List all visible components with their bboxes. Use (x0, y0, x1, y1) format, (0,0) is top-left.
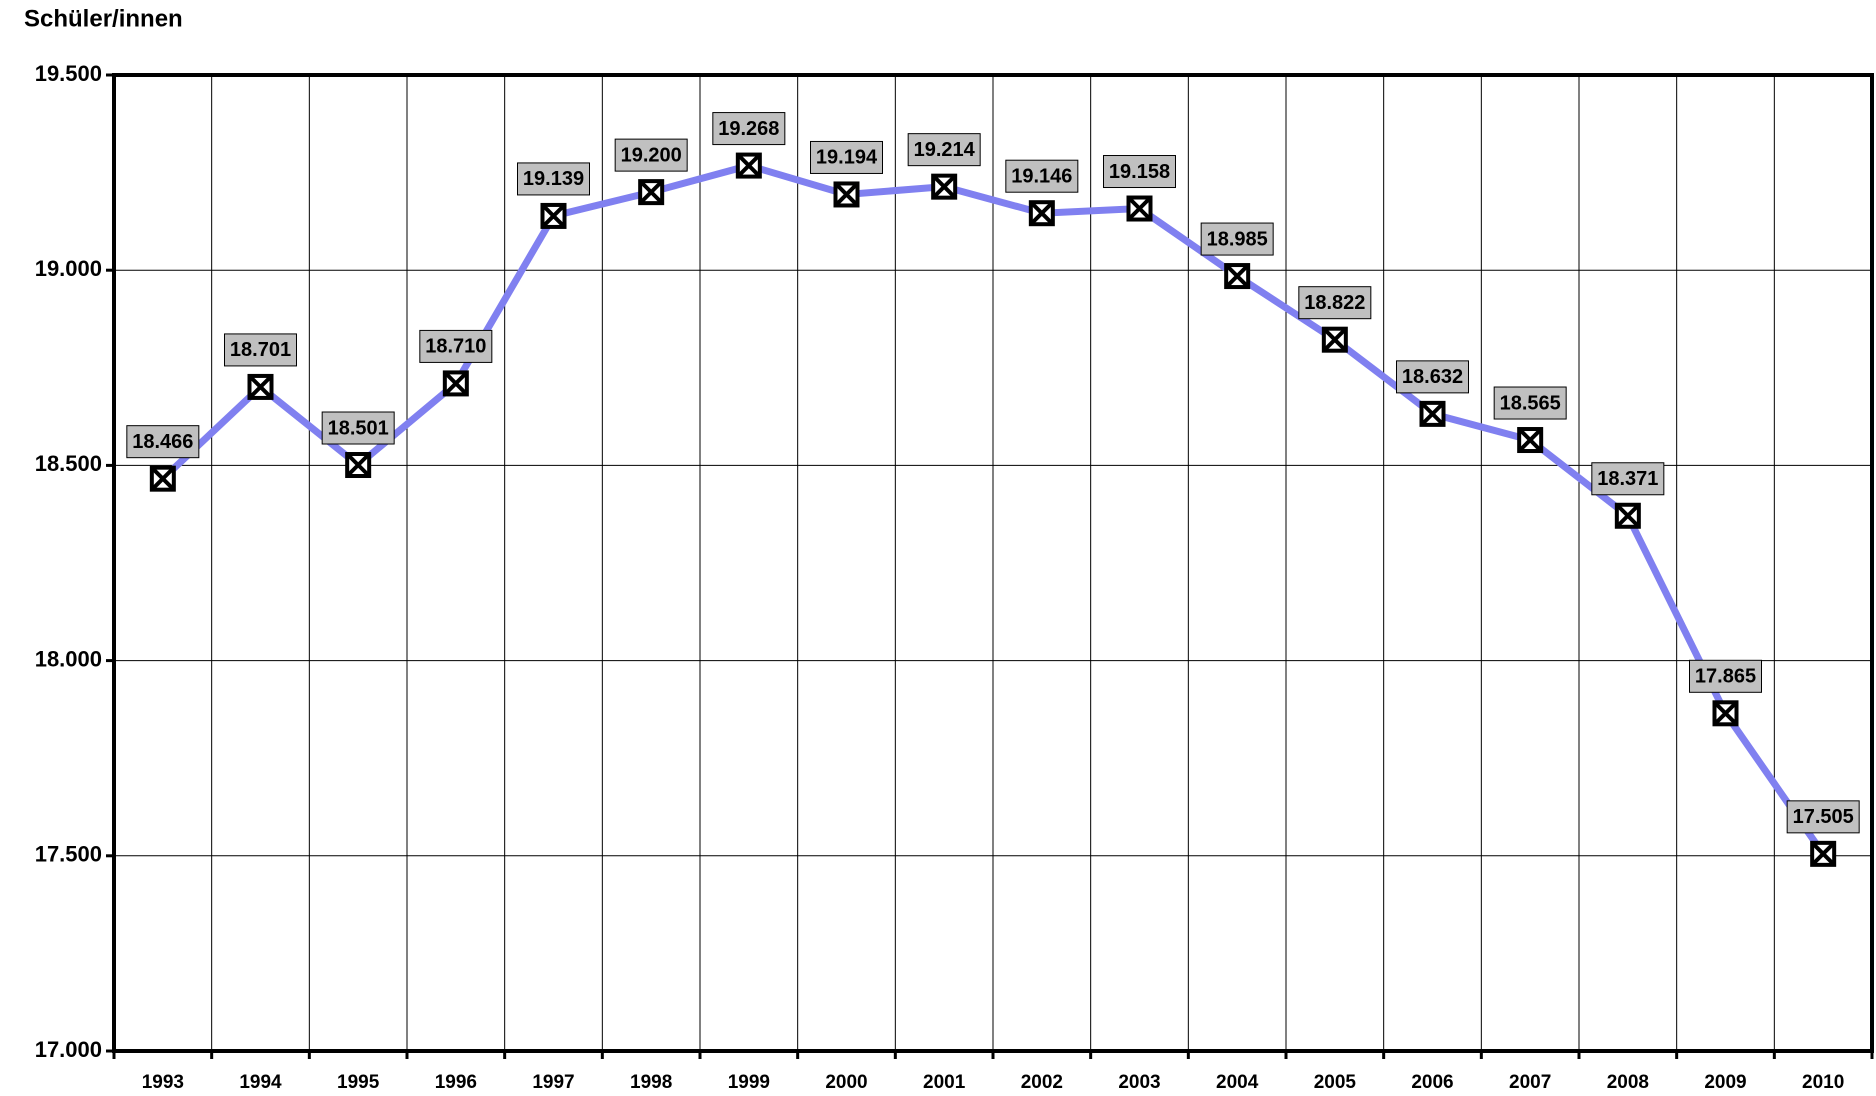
marker (1224, 263, 1251, 290)
value-label: 18.710 (425, 336, 486, 358)
x-tick-label: 2000 (825, 1072, 867, 1093)
marker-x (1127, 196, 1152, 221)
marker (345, 452, 372, 479)
x-tick-label: 1998 (630, 1072, 672, 1093)
value-label-box (1591, 462, 1665, 496)
x-tick-label: 2007 (1509, 1072, 1551, 1093)
value-label: 19.200 (621, 144, 682, 166)
marker (1712, 700, 1739, 727)
value-label: 19.268 (718, 118, 779, 140)
marker (1126, 195, 1153, 222)
value-label-box (126, 425, 200, 459)
y-tick-label: 17.500 (35, 842, 102, 867)
value-label-box (810, 140, 883, 174)
marker-x (834, 182, 859, 207)
marker (1419, 400, 1446, 427)
y-tick-label: 19.000 (35, 256, 102, 281)
value-label-box (224, 333, 297, 367)
value-label: 18.822 (1304, 292, 1365, 314)
x-tick-label: 2010 (1802, 1072, 1844, 1093)
x-tick-label: 1994 (239, 1072, 282, 1093)
value-label: 19.146 (1011, 165, 1072, 187)
marker (931, 173, 958, 200)
marker-x (443, 371, 469, 396)
x-tick-label: 1993 (142, 1072, 184, 1093)
marker (638, 179, 665, 206)
x-tick-label: 1999 (728, 1072, 770, 1093)
value-label: 19.214 (914, 139, 976, 161)
marker-x (1517, 427, 1543, 453)
marker-x (931, 174, 957, 200)
marker (149, 465, 176, 492)
value-label: 18.565 (1500, 392, 1561, 414)
y-tick-label: 18.500 (35, 451, 102, 476)
value-label: 18.501 (328, 417, 389, 439)
value-label-box (1298, 286, 1372, 320)
value-label-box (1005, 159, 1079, 193)
marker-x (1322, 327, 1348, 353)
x-tick-label: 1996 (435, 1072, 477, 1093)
marker-x (736, 153, 762, 178)
marker (442, 370, 469, 397)
marker-x (638, 179, 664, 205)
marker (1810, 840, 1837, 867)
x-tick-label: 2005 (1314, 1072, 1357, 1093)
value-label: 17.505 (1793, 806, 1854, 828)
value-label: 19.158 (1109, 161, 1170, 183)
marker-x (1810, 841, 1836, 867)
x-tick-label: 2003 (1118, 1072, 1160, 1093)
marker-x (345, 452, 371, 478)
marker-x (150, 466, 176, 492)
data-line (160, 161, 1827, 856)
value-label-box (1786, 800, 1860, 834)
marker-x (1615, 503, 1641, 529)
y-tick-label: 17.000 (35, 1037, 102, 1062)
x-tick-label: 1997 (532, 1072, 574, 1093)
marker-x (1224, 263, 1250, 289)
value-label-box (712, 112, 786, 146)
value-label: 18.371 (1597, 468, 1658, 490)
chart-title: Schüler/innen (24, 5, 183, 32)
marker (540, 202, 567, 229)
y-tick-label: 18.000 (35, 646, 102, 671)
marker-x (1029, 200, 1055, 226)
value-label: 18.632 (1402, 366, 1463, 388)
value-label-box (1689, 659, 1762, 693)
marker (833, 181, 860, 208)
marker (1321, 326, 1348, 353)
marker-x (541, 203, 566, 229)
value-label: 17.865 (1695, 666, 1756, 688)
marker-x (1713, 700, 1738, 726)
value-label-box (321, 411, 395, 445)
marker-x (248, 374, 273, 400)
value-label: 19.139 (523, 168, 584, 190)
x-tick-label: 2008 (1607, 1072, 1649, 1093)
x-tick-label: 2001 (923, 1072, 966, 1093)
marker (1614, 502, 1641, 529)
value-label: 18.701 (230, 339, 291, 361)
y-tick-label: 19.500 (35, 61, 102, 86)
x-tick-label: 2006 (1411, 1072, 1453, 1093)
marker-x (1420, 401, 1445, 427)
value-label-box (1396, 360, 1469, 394)
x-tick-label: 2009 (1704, 1072, 1746, 1093)
value-label-box (907, 133, 981, 167)
x-tick-label: 2002 (1021, 1072, 1063, 1093)
marker (735, 152, 762, 179)
value-label-box (1493, 386, 1567, 420)
value-label-box (1103, 155, 1176, 189)
marker (247, 373, 274, 400)
value-label-box (419, 329, 493, 363)
x-tick-label: 2004 (1216, 1072, 1259, 1093)
marker (1517, 427, 1544, 454)
value-label: 18.985 (1207, 228, 1268, 250)
x-tick-label: 1995 (337, 1072, 380, 1093)
value-label-box (614, 138, 688, 172)
value-label-box (1200, 222, 1274, 256)
value-label-box (517, 162, 590, 196)
value-label: 18.466 (132, 431, 193, 453)
marker (1028, 200, 1055, 227)
value-label: 19.194 (816, 147, 878, 169)
